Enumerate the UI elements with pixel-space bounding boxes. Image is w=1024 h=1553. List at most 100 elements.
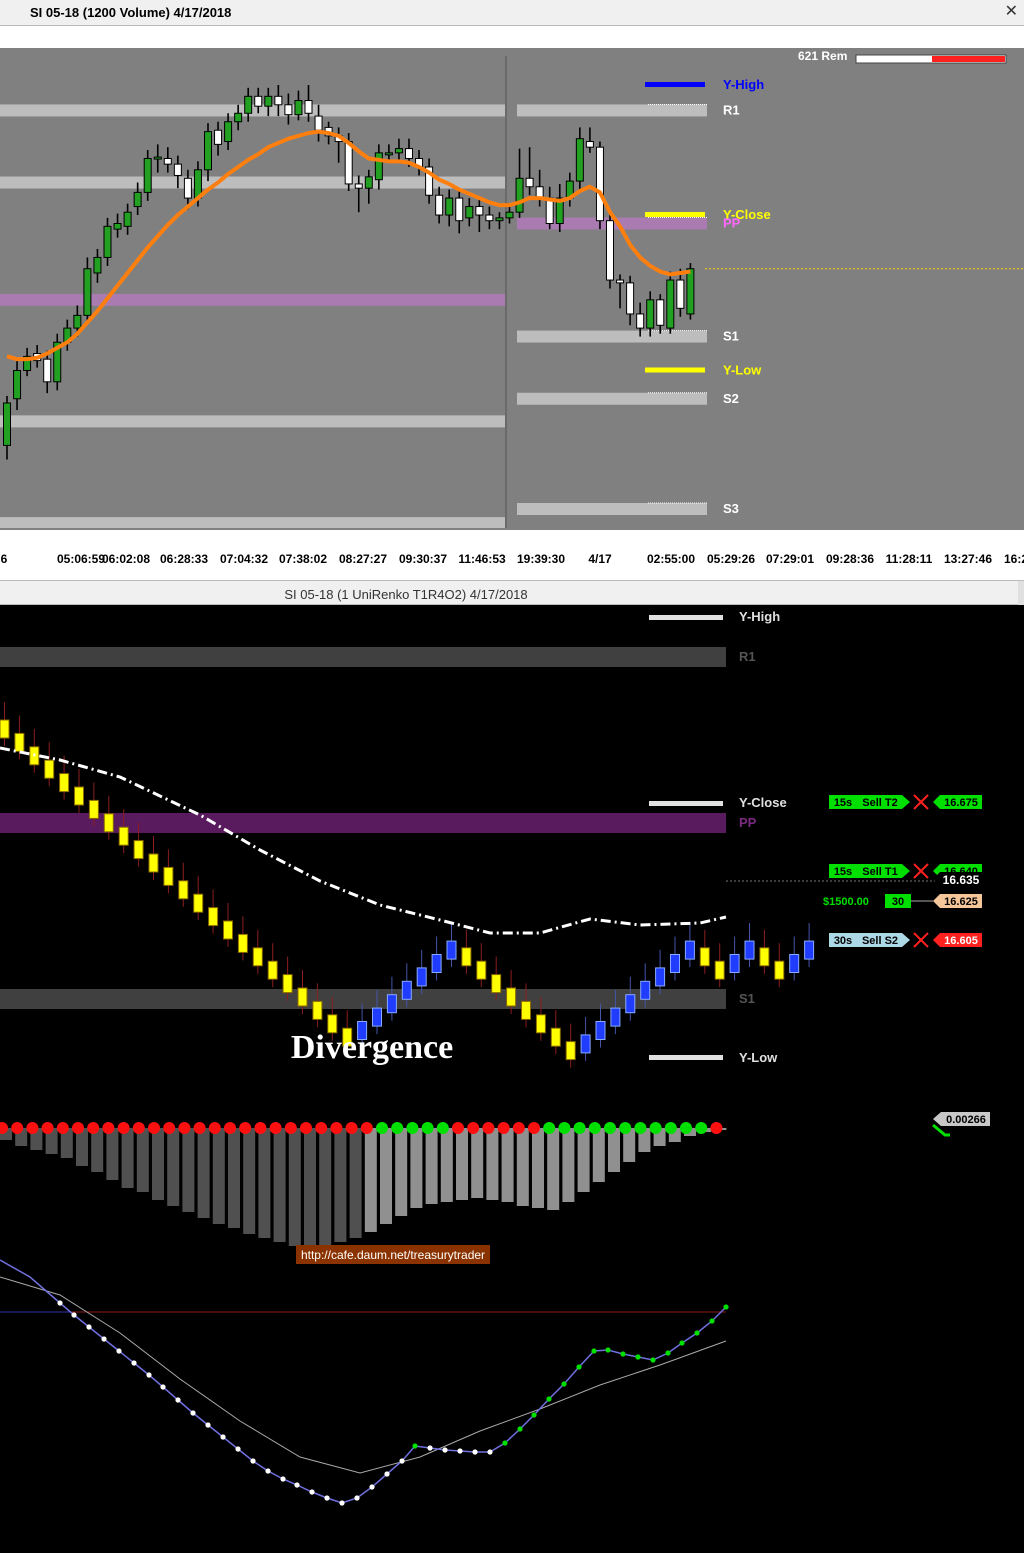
candle-body <box>274 95 283 106</box>
histogram-bar <box>364 1128 377 1232</box>
candle-body <box>244 95 253 114</box>
oscillator-dot <box>280 1476 286 1482</box>
divergence-annotation: Divergence <box>291 1029 453 1066</box>
histogram-dot <box>148 1122 160 1134</box>
oscillator-dot <box>220 1434 226 1440</box>
histogram-dot <box>573 1122 586 1134</box>
level-label: Y-High <box>723 77 764 92</box>
level-label: S3 <box>723 501 739 516</box>
histogram-dot <box>11 1122 24 1134</box>
level-band <box>517 503 707 515</box>
brick-body <box>267 960 278 980</box>
renko-brick <box>74 769 84 813</box>
x-tick-label: 07:38:02 <box>279 552 327 566</box>
brick-body <box>237 933 248 953</box>
candle-body <box>666 279 675 329</box>
histogram-bar <box>182 1128 195 1212</box>
candle <box>656 294 665 334</box>
order-sell-s2-side <box>858 933 910 947</box>
brick-body <box>625 994 636 1014</box>
candle <box>244 87 253 122</box>
renko-moving-average <box>0 746 727 935</box>
histogram-dot <box>56 1122 69 1134</box>
progress-fill <box>932 56 1005 62</box>
window-title-bar-top: SI 05-18 (1200 Volume) 4/17/2018 ✕ <box>0 0 1024 26</box>
x-tick-label: 07:04:32 <box>220 552 268 566</box>
histogram-dot <box>528 1122 540 1134</box>
histogram-bar <box>152 1128 164 1200</box>
oscillator-dot <box>709 1318 715 1324</box>
candle-body <box>294 100 303 116</box>
order-sell-s2-price <box>933 933 982 947</box>
brick-body <box>133 840 144 860</box>
brick-body <box>252 947 263 967</box>
brick-body <box>640 980 651 1000</box>
histogram-dot <box>315 1122 328 1134</box>
candle <box>153 144 162 173</box>
oscillator-dot <box>71 1312 77 1318</box>
candle-body <box>555 197 564 225</box>
renko-brick <box>14 715 25 760</box>
histogram-dot <box>376 1122 388 1134</box>
brick-body <box>74 786 84 806</box>
histogram-dot <box>0 1122 8 1134</box>
level-band <box>0 989 726 1009</box>
brick-body <box>163 866 174 886</box>
histogram-bar <box>471 1128 484 1198</box>
oscillator-arrow-icon <box>932 1123 950 1137</box>
oscillator-dot <box>175 1397 181 1403</box>
renko-brick <box>357 1003 368 1048</box>
renko-brick <box>267 943 278 988</box>
x-tick-label: 11:28:11 <box>886 552 933 566</box>
renko-brick <box>610 990 621 1035</box>
candle-body <box>374 152 383 181</box>
renko-chart[interactable]: Y-High R1 Y-Close PP S1 Y-Low 15s Sell T2 16.675… <box>0 605 1024 1553</box>
oscillator-dot <box>384 1471 390 1477</box>
histogram-bar <box>486 1128 499 1200</box>
watermark-url: http://cafe.daum.net/treasurytrader <box>301 1248 485 1262</box>
oscillator-dot <box>324 1495 330 1501</box>
cancel-icon <box>913 863 929 879</box>
candle-body <box>163 157 172 165</box>
brick-body <box>550 1027 561 1047</box>
candle-body <box>314 115 323 131</box>
brick-body <box>789 954 800 973</box>
candle-body <box>214 129 223 145</box>
histogram-bar <box>167 1128 180 1206</box>
order-sell-t1-tf <box>829 864 858 878</box>
oscillator-value-tag <box>933 1112 990 1126</box>
candle-body <box>525 177 534 188</box>
candle <box>374 144 383 190</box>
candle-body <box>13 369 22 400</box>
x-tick-label: 08:27:27 <box>339 552 387 566</box>
candle-body <box>475 206 484 216</box>
brick-body <box>476 960 487 980</box>
oscillator-dot <box>723 1304 729 1310</box>
scrollbar[interactable] <box>1018 581 1024 606</box>
candle-body <box>234 112 243 123</box>
candle <box>294 90 303 121</box>
oscillator-dot <box>57 1300 63 1306</box>
level-band <box>517 392 707 405</box>
close-icon[interactable]: ✕ <box>1004 3 1018 20</box>
candle-body <box>304 100 313 114</box>
candle <box>133 182 142 216</box>
brick-body <box>804 940 815 960</box>
window-title-bar-bottom: SI 05-18 (1 UniRenko T1R4O2) 4/17/2018 <box>0 580 1024 606</box>
histogram-bar <box>349 1128 362 1238</box>
histogram-dot <box>634 1122 647 1134</box>
brick-body <box>297 987 308 1007</box>
renko-brick <box>163 849 174 894</box>
brick-body <box>535 1014 546 1034</box>
histogram-dot <box>208 1122 221 1134</box>
candle <box>43 350 52 394</box>
candle-body <box>646 299 655 329</box>
histogram-dot <box>391 1122 404 1134</box>
histogram-bar <box>243 1128 256 1234</box>
histogram-dot <box>224 1122 236 1134</box>
candle <box>23 347 32 377</box>
position-entry-tag <box>933 894 982 908</box>
histogram-bar <box>121 1128 134 1188</box>
candle-body <box>113 223 122 230</box>
